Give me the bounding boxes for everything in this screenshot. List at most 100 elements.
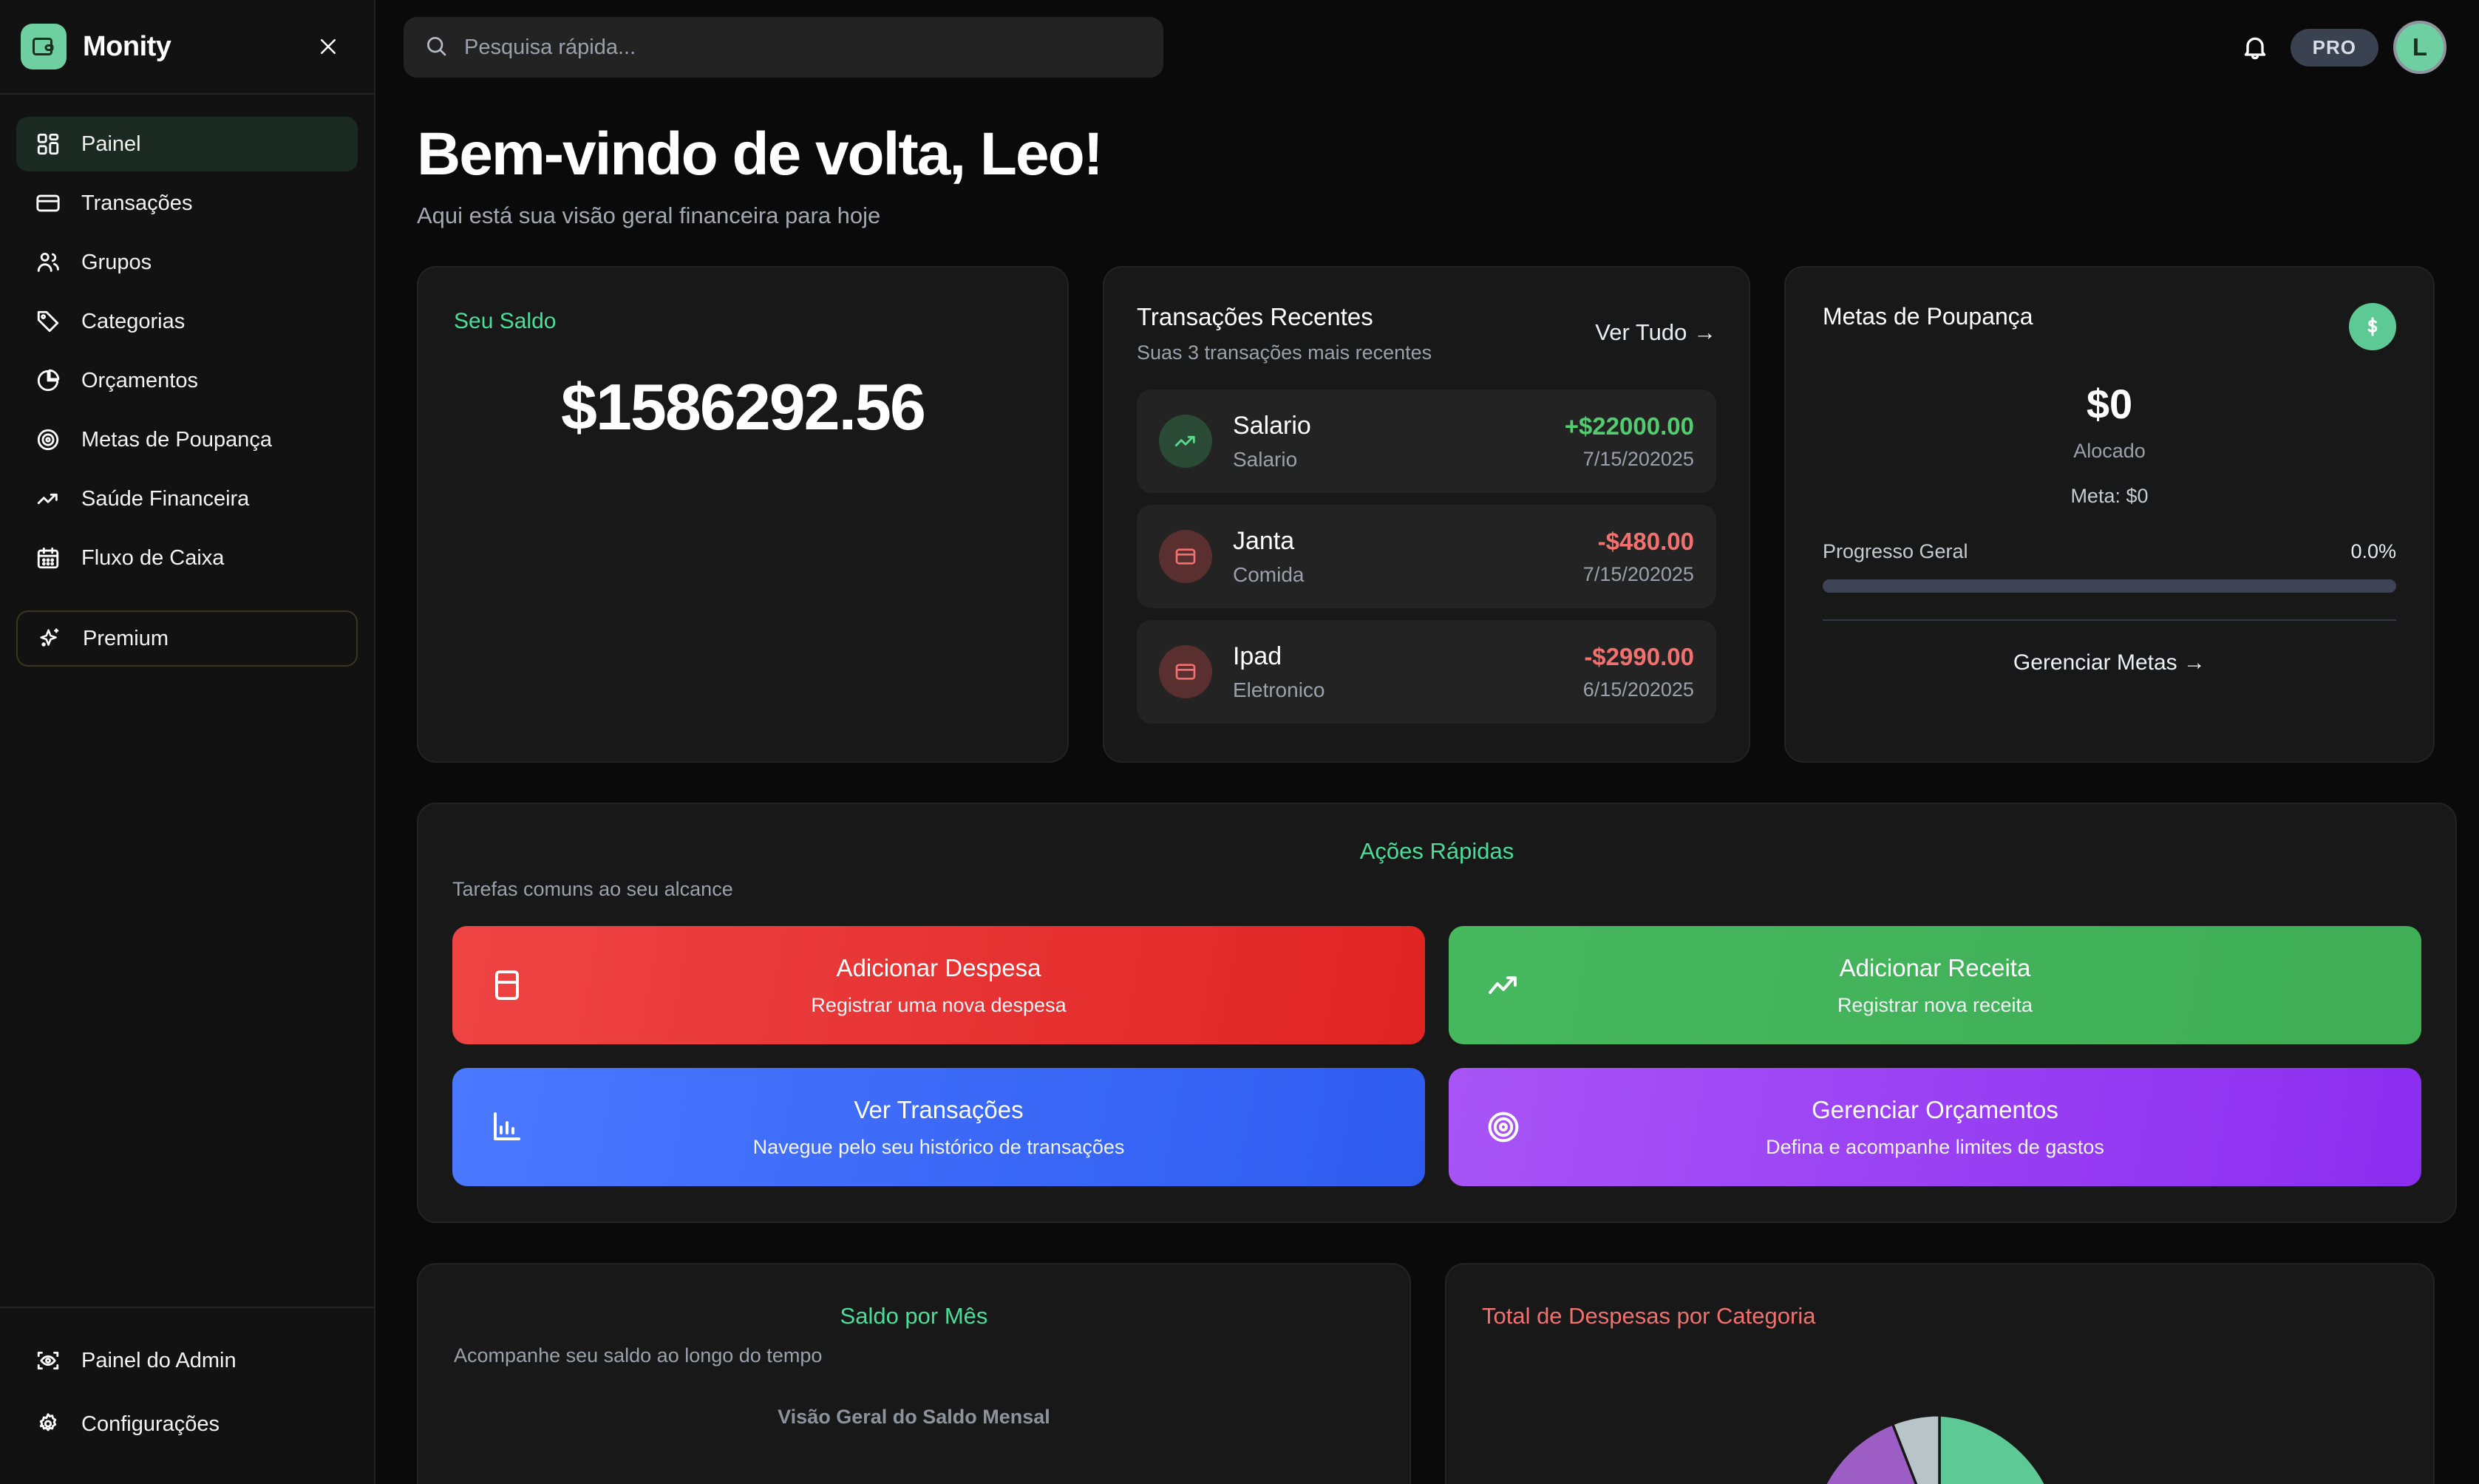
sidebar-item-configuracoes[interactable]: Configurações <box>16 1397 358 1451</box>
sidebar-spacer <box>0 667 374 1307</box>
action-desc: Navegue pelo seu histórico de transações <box>752 1135 1125 1158</box>
expenses-pie-chart <box>1446 1411 2433 1484</box>
view-transactions-button[interactable]: Ver Transações Navegue pelo seu históric… <box>452 1068 1425 1187</box>
manage-budgets-button[interactable]: Gerenciar Orçamentos Defina e acompanhe … <box>1449 1068 2421 1187</box>
sidebar-item-label: Categorias <box>81 309 186 333</box>
action-label: Gerenciar Orçamentos <box>1812 1095 2058 1123</box>
transaction-meta: +$22000.00 7/15/202025 <box>1565 412 1694 471</box>
users-icon <box>34 248 62 276</box>
page-title: Bem-vindo de volta, Leo! <box>417 120 1104 188</box>
recent-transactions-header: Transações Recentes Suas 3 transações ma… <box>1137 303 1716 364</box>
expenses-by-category-title: Total de Despesas por Categoria <box>1481 1303 1816 1330</box>
balance-amount: $1586292.56 <box>561 370 926 444</box>
close-icon[interactable] <box>312 30 344 63</box>
sidebar-item-saude-financeira[interactable]: Saúde Financeira <box>16 472 358 526</box>
pie-chart-icon <box>34 367 62 395</box>
sidebar-item-painel[interactable]: Painel <box>16 117 358 171</box>
balance-card: Seu Saldo $1586292.56 <box>417 266 1069 763</box>
action-desc: Registrar uma nova despesa <box>811 993 1067 1016</box>
monthly-balance-subtitle: Acompanhe seu saldo ao longo do tempo <box>454 1344 823 1367</box>
page-subtitle: Aqui está sua visão geral financeira par… <box>417 202 881 229</box>
action-label: Ver Transações <box>854 1095 1024 1123</box>
bar-chart-icon <box>486 1106 528 1148</box>
sidebar: Monity Painel Transações <box>0 0 375 1484</box>
trending-up-icon <box>34 485 62 513</box>
sidebar-item-transacoes[interactable]: Transações <box>16 176 358 231</box>
recent-transactions-subtitle: Suas 3 transações mais recentes <box>1136 341 1432 364</box>
sidebar-item-grupos[interactable]: Grupos <box>16 235 358 290</box>
search-input[interactable] <box>464 35 1143 60</box>
progress-bar <box>1822 579 2396 593</box>
transaction-meta: -$480.00 7/15/202025 <box>1583 528 1694 586</box>
sidebar-item-label: Painel do Admin <box>81 1348 237 1372</box>
monthly-balance-title: Saldo por Mês <box>840 1303 988 1330</box>
brand-name: Monity <box>83 30 171 62</box>
summary-cards-row: Seu Saldo $1586292.56 Transações Recente… <box>417 266 2435 763</box>
transaction-amount: +$22000.00 <box>1564 412 1694 440</box>
divider <box>1822 619 2396 622</box>
add-income-button[interactable]: Adicionar Receita Registrar nova receita <box>1449 926 2421 1045</box>
expenses-by-category-chart-card: Total de Despesas por Categoria <box>1444 1263 2435 1484</box>
monthly-balance-chart-card: Saldo por Mês Acompanhe seu saldo ao lon… <box>417 1263 1411 1484</box>
avatar[interactable]: L <box>2393 21 2446 74</box>
manage-goals-link[interactable]: Gerenciar Metas → <box>2013 650 2206 675</box>
bell-icon[interactable] <box>2234 27 2276 68</box>
recent-transactions-card: Transações Recentes Suas 3 transações ma… <box>1102 266 1750 763</box>
transaction-date: 7/15/202025 <box>1582 447 1694 470</box>
savings-goals-header: Metas de Poupança <box>1823 303 2396 351</box>
premium-label: Premium <box>83 626 169 650</box>
trending-up-icon <box>1158 415 1212 469</box>
transaction-amount: -$480.00 <box>1597 527 1694 555</box>
savings-goals-card: Metas de Poupança $0 Alocado Meta: $0 Pr… <box>1783 266 2435 763</box>
pie-chart-svg <box>1824 1414 2047 1484</box>
top-bar: PRO L <box>375 0 2479 95</box>
premium-button[interactable]: Premium <box>16 610 358 667</box>
balance-label: Seu Saldo <box>454 309 557 334</box>
sidebar-item-painel-do-admin[interactable]: Painel do Admin <box>16 1333 358 1388</box>
transaction-amount: -$2990.00 <box>1584 642 1694 670</box>
transaction-info: Ipad Eletronico <box>1233 642 1325 702</box>
manage-budgets-text: Gerenciar Orçamentos Defina e acompanhe … <box>1449 1096 2421 1159</box>
quick-actions-grid: Adicionar Despesa Registrar uma nova des… <box>452 926 2421 1187</box>
dollar-coin-icon[interactable] <box>2349 303 2396 351</box>
allocated-label: Alocado <box>2073 440 2146 463</box>
quick-actions-card: Ações Rápidas Tarefas comuns ao seu alca… <box>417 803 2457 1224</box>
transaction-date: 6/15/202025 <box>1582 678 1694 701</box>
transaction-name: Ipad <box>1232 641 1282 670</box>
sidebar-item-label: Metas de Poupança <box>81 427 272 452</box>
table-row[interactable]: Salario Salario +$22000.00 7/15/202025 <box>1136 389 1716 494</box>
tag-icon <box>34 307 62 336</box>
sidebar-item-label: Transações <box>81 191 193 215</box>
table-row[interactable]: Janta Comida -$480.00 7/15/202025 <box>1136 505 1716 609</box>
sidebar-item-label: Grupos <box>81 250 152 274</box>
transaction-info: Salario Salario <box>1233 412 1311 472</box>
add-expense-text: Adicionar Despesa Registrar uma nova des… <box>452 954 1425 1017</box>
sidebar-item-metas-de-poupanca[interactable]: Metas de Poupança <box>16 412 358 467</box>
sparkles-icon <box>35 624 64 653</box>
pro-badge[interactable]: PRO <box>2290 28 2378 67</box>
table-row[interactable]: Ipad Eletronico -$2990.00 6/15/202025 <box>1136 620 1716 724</box>
credit-card-icon <box>486 964 528 1006</box>
sidebar-item-fluxo-de-caixa[interactable]: Fluxo de Caixa <box>16 531 358 585</box>
sidebar-header: Monity <box>0 0 374 95</box>
progress-row: Progresso Geral 0.0% <box>1823 540 2396 563</box>
transaction-name: Janta <box>1232 526 1295 555</box>
add-income-text: Adicionar Receita Registrar nova receita <box>1449 954 2421 1017</box>
quick-actions-subtitle: Tarefas comuns ao seu alcance <box>452 878 733 901</box>
sidebar-item-label: Configurações <box>81 1412 220 1436</box>
view-all-link[interactable]: Ver Tudo → <box>1595 319 1716 346</box>
sidebar-item-label: Orçamentos <box>81 368 198 392</box>
recent-transactions-title: Transações Recentes <box>1136 303 1373 331</box>
calendar-icon <box>34 544 62 572</box>
credit-card-icon <box>1158 530 1212 584</box>
search-bar[interactable] <box>404 17 1163 78</box>
transactions-list: Salario Salario +$22000.00 7/15/202025 <box>1136 389 1716 724</box>
add-expense-button[interactable]: Adicionar Despesa Registrar uma nova des… <box>452 926 1425 1045</box>
action-label: Adicionar Despesa <box>836 953 1041 981</box>
sidebar-item-orcamentos[interactable]: Orçamentos <box>16 353 358 408</box>
trending-up-icon <box>1483 964 1524 1006</box>
main-area: PRO L Bem-vindo de volta, Leo! Aqui está… <box>375 0 2479 1484</box>
sidebar-item-categorias[interactable]: Categorias <box>16 294 358 349</box>
gear-icon <box>34 1410 62 1438</box>
